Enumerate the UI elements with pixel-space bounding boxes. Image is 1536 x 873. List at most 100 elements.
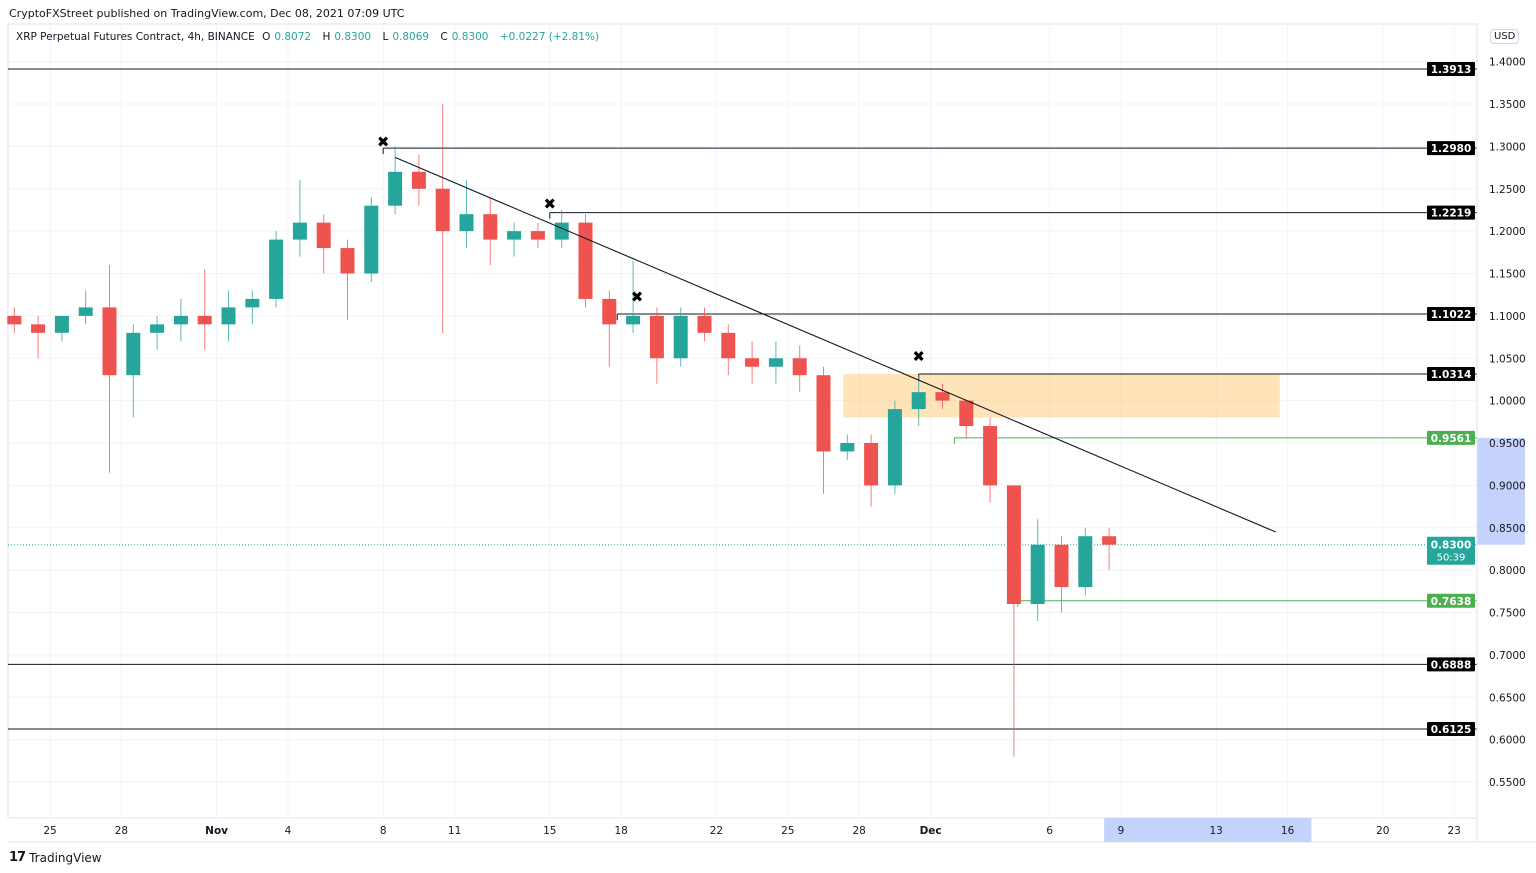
candle-body <box>887 409 902 486</box>
swing-high-x-icon: ✖ <box>912 348 925 366</box>
candle-body <box>649 315 664 359</box>
time-tick-label: 25 <box>781 825 794 837</box>
price-tick-label: 1.3000 <box>1489 141 1526 153</box>
candle-body <box>221 307 236 325</box>
price-tick-label: 0.8000 <box>1489 565 1526 577</box>
candle-body <box>435 188 450 232</box>
candle <box>102 265 117 473</box>
level-price-label: 1.1022 <box>1431 309 1472 321</box>
time-tick-label: Nov <box>205 825 228 837</box>
candle <box>364 197 379 282</box>
candle <box>864 434 879 507</box>
candle <box>1030 519 1045 621</box>
level-price-tag <box>1427 307 1475 322</box>
candle-body <box>935 392 950 401</box>
time-tick-label: 18 <box>615 825 628 837</box>
candle <box>721 324 736 376</box>
candle-body <box>411 171 426 189</box>
candle-body <box>126 332 141 376</box>
candle-body <box>292 222 307 240</box>
candle <box>197 269 212 350</box>
price-tick-label: 1.0500 <box>1489 353 1526 365</box>
candle <box>459 180 474 249</box>
level-price-tag <box>1427 593 1475 608</box>
swing-high-x-icon: ✖ <box>377 133 390 151</box>
candle <box>316 214 331 274</box>
candle-body <box>840 443 855 452</box>
time-tick-label: 4 <box>285 825 292 837</box>
price-tick-label: 0.5500 <box>1489 777 1526 789</box>
candle-body <box>173 315 188 325</box>
candle <box>530 222 545 249</box>
time-tick-label: 8 <box>380 825 387 837</box>
level-price-label: 0.9561 <box>1431 433 1472 445</box>
candle-body <box>626 315 641 325</box>
price-tick-label: 1.1500 <box>1489 269 1526 281</box>
candle <box>768 341 783 384</box>
time-tick-label: 28 <box>115 825 128 837</box>
candle <box>792 345 807 393</box>
plot-area <box>7 23 1478 819</box>
current-price-tag <box>1427 536 1475 565</box>
symbol-title[interactable]: XRP Perpetual Futures Contract, 4h, BINA… <box>16 31 255 43</box>
candle-body <box>1030 544 1045 605</box>
candle <box>745 341 760 384</box>
candle-body <box>864 443 879 486</box>
tradingview-logo[interactable]: 17 TradingView <box>9 850 102 865</box>
level-price-label: 1.2219 <box>1431 208 1472 220</box>
candle <box>602 290 617 367</box>
candle <box>1078 527 1093 596</box>
candle-body <box>673 315 688 359</box>
candle <box>649 307 664 384</box>
candle <box>816 366 831 494</box>
candle <box>411 154 426 206</box>
candle-body <box>530 231 545 240</box>
currency-button[interactable]: USD <box>1490 29 1520 44</box>
published-note: CryptoFXStreet published on TradingView.… <box>9 7 405 20</box>
candle <box>626 260 641 333</box>
level-price-tag <box>1427 367 1475 382</box>
candle-body <box>269 239 284 299</box>
candle <box>435 104 450 333</box>
time-tick-label: 11 <box>448 825 461 837</box>
candle-body <box>554 222 569 240</box>
candle <box>1102 527 1117 571</box>
price-tick-label: 1.0000 <box>1489 396 1526 408</box>
candle-body <box>768 358 783 367</box>
candle-body <box>483 214 498 240</box>
candle <box>269 231 284 308</box>
candle <box>983 417 998 503</box>
price-tick-label: 0.9500 <box>1489 438 1526 450</box>
candle-body <box>959 400 974 427</box>
candle <box>697 307 712 342</box>
price-tick-label: 0.9000 <box>1489 480 1526 492</box>
candle <box>31 315 46 359</box>
level-price-label: 0.6888 <box>1431 659 1472 671</box>
price-tick-label: 0.8500 <box>1489 523 1526 535</box>
level-price-tag <box>1427 722 1475 737</box>
candle-body <box>102 307 117 376</box>
future-price-range <box>1477 437 1525 545</box>
candle-body <box>578 222 593 299</box>
time-tick-label: 13 <box>1210 825 1223 837</box>
open-value: 0.8072 <box>274 31 312 43</box>
time-tick-label: Dec <box>920 825 942 837</box>
candle <box>935 383 950 410</box>
level-price-tag <box>1427 430 1475 445</box>
change-value: +0.0227 (+2.81%) <box>499 31 600 43</box>
candle-body <box>1078 536 1093 588</box>
candle-body <box>197 315 212 325</box>
candle-body <box>1054 544 1069 588</box>
candle-body <box>364 205 379 274</box>
time-tick-label: 28 <box>853 825 866 837</box>
trendline <box>394 156 1276 533</box>
candle-body <box>54 315 69 333</box>
price-tick-label: 1.2000 <box>1489 226 1526 238</box>
price-tick-label: 0.7000 <box>1489 650 1526 662</box>
price-tick-label: 1.3500 <box>1489 99 1526 111</box>
low-value: 0.8069 <box>392 31 430 43</box>
candle-body <box>388 171 403 206</box>
candle-body <box>31 324 46 333</box>
candle <box>840 434 855 460</box>
